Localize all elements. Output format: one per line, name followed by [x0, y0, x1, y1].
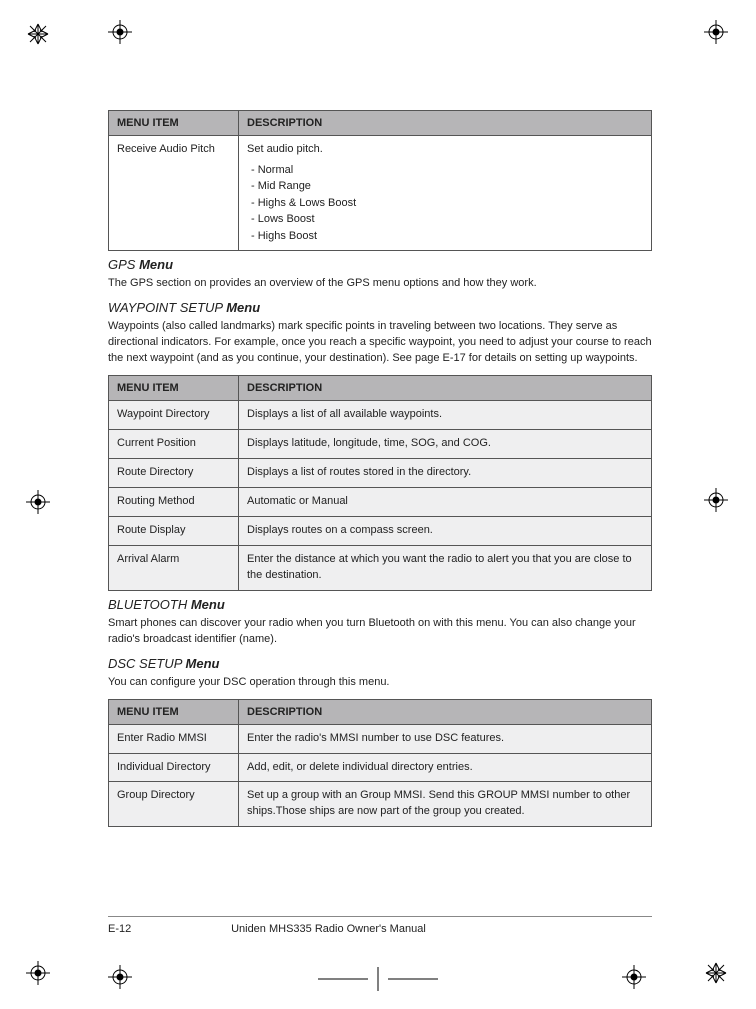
td-desc: Displays routes on a compass screen.: [239, 516, 652, 545]
th-menu-item: MENU ITEM: [109, 699, 239, 724]
td-desc: Set audio pitch. Normal Mid Range Highs …: [239, 136, 652, 251]
td-item: Group Directory: [109, 782, 239, 827]
title-prefix: BLUETOOTH: [108, 597, 191, 612]
td-item: Individual Directory: [109, 753, 239, 782]
th-menu-item: MENU ITEM: [109, 111, 239, 136]
title-bold: Menu: [191, 597, 225, 612]
list-item: Highs & Lows Boost: [251, 195, 643, 212]
th-description: DESCRIPTION: [239, 699, 652, 724]
table-dsc: MENU ITEM DESCRIPTION Enter Radio MMSIEn…: [108, 699, 652, 828]
page-footer: E-12 Uniden MHS335 Radio Owner's Manual: [108, 916, 652, 935]
print-mark-crosshair: [704, 20, 728, 44]
section-title-gps: GPS Menu: [108, 257, 652, 272]
list-item: Highs Boost: [251, 228, 643, 245]
td-desc: Add, edit, or delete individual director…: [239, 753, 652, 782]
title-prefix: WAYPOINT SETUP: [108, 300, 226, 315]
print-mark-crosshair: [108, 20, 132, 44]
title-bold: Menu: [226, 300, 260, 315]
pitch-options-list: Normal Mid Range Highs & Lows Boost Lows…: [247, 162, 643, 245]
section-text-waypoint: Waypoints (also called landmarks) mark s…: [108, 319, 652, 367]
section-text-gps: The GPS section on provides an overview …: [108, 276, 652, 292]
page-number: E-12: [108, 923, 228, 935]
td-item: Waypoint Directory: [109, 401, 239, 430]
td-desc: Enter the distance at which you want the…: [239, 545, 652, 590]
footer-title: Uniden MHS335 Radio Owner's Manual: [231, 923, 426, 935]
th-description: DESCRIPTION: [239, 111, 652, 136]
page-content: MENU ITEM DESCRIPTION Receive Audio Pitc…: [108, 110, 652, 833]
title-prefix: GPS: [108, 257, 139, 272]
section-text-dsc: You can configure your DSC operation thr…: [108, 675, 652, 691]
print-mark-crosshair: [622, 965, 646, 989]
desc-lead: Set audio pitch.: [247, 143, 323, 155]
list-item: Normal: [251, 162, 643, 179]
table-waypoint: MENU ITEM DESCRIPTION Waypoint Directory…: [108, 375, 652, 591]
print-mark-crosshair: [26, 490, 50, 514]
section-text-bluetooth: Smart phones can discover your radio whe…: [108, 616, 652, 648]
td-item: Arrival Alarm: [109, 545, 239, 590]
print-mark-sunburst: [704, 961, 728, 985]
title-prefix: DSC SETUP: [108, 656, 186, 671]
th-menu-item: MENU ITEM: [109, 376, 239, 401]
print-mark-center: [318, 967, 438, 991]
section-title-dsc: DSC SETUP Menu: [108, 656, 652, 671]
title-bold: Menu: [186, 656, 220, 671]
td-item: Current Position: [109, 430, 239, 459]
td-desc: Automatic or Manual: [239, 488, 652, 517]
table-audio-pitch: MENU ITEM DESCRIPTION Receive Audio Pitc…: [108, 110, 652, 251]
td-desc: Set up a group with an Group MMSI. Send …: [239, 782, 652, 827]
list-item: Mid Range: [251, 178, 643, 195]
print-mark-sunburst: [26, 22, 50, 46]
th-description: DESCRIPTION: [239, 376, 652, 401]
td-item: Routing Method: [109, 488, 239, 517]
print-mark-crosshair: [704, 488, 728, 512]
section-title-bluetooth: BLUETOOTH Menu: [108, 597, 652, 612]
td-desc: Displays latitude, longitude, time, SOG,…: [239, 430, 652, 459]
title-bold: Menu: [139, 257, 173, 272]
td-item: Route Directory: [109, 459, 239, 488]
td-item: Enter Radio MMSI: [109, 724, 239, 753]
print-mark-crosshair: [26, 961, 50, 985]
print-mark-crosshair: [108, 965, 132, 989]
td-desc: Displays a list of all available waypoin…: [239, 401, 652, 430]
section-title-waypoint: WAYPOINT SETUP Menu: [108, 300, 652, 315]
td-desc: Enter the radio's MMSI number to use DSC…: [239, 724, 652, 753]
list-item: Lows Boost: [251, 211, 643, 228]
td-item: Route Display: [109, 516, 239, 545]
td-item: Receive Audio Pitch: [109, 136, 239, 251]
td-desc: Displays a list of routes stored in the …: [239, 459, 652, 488]
